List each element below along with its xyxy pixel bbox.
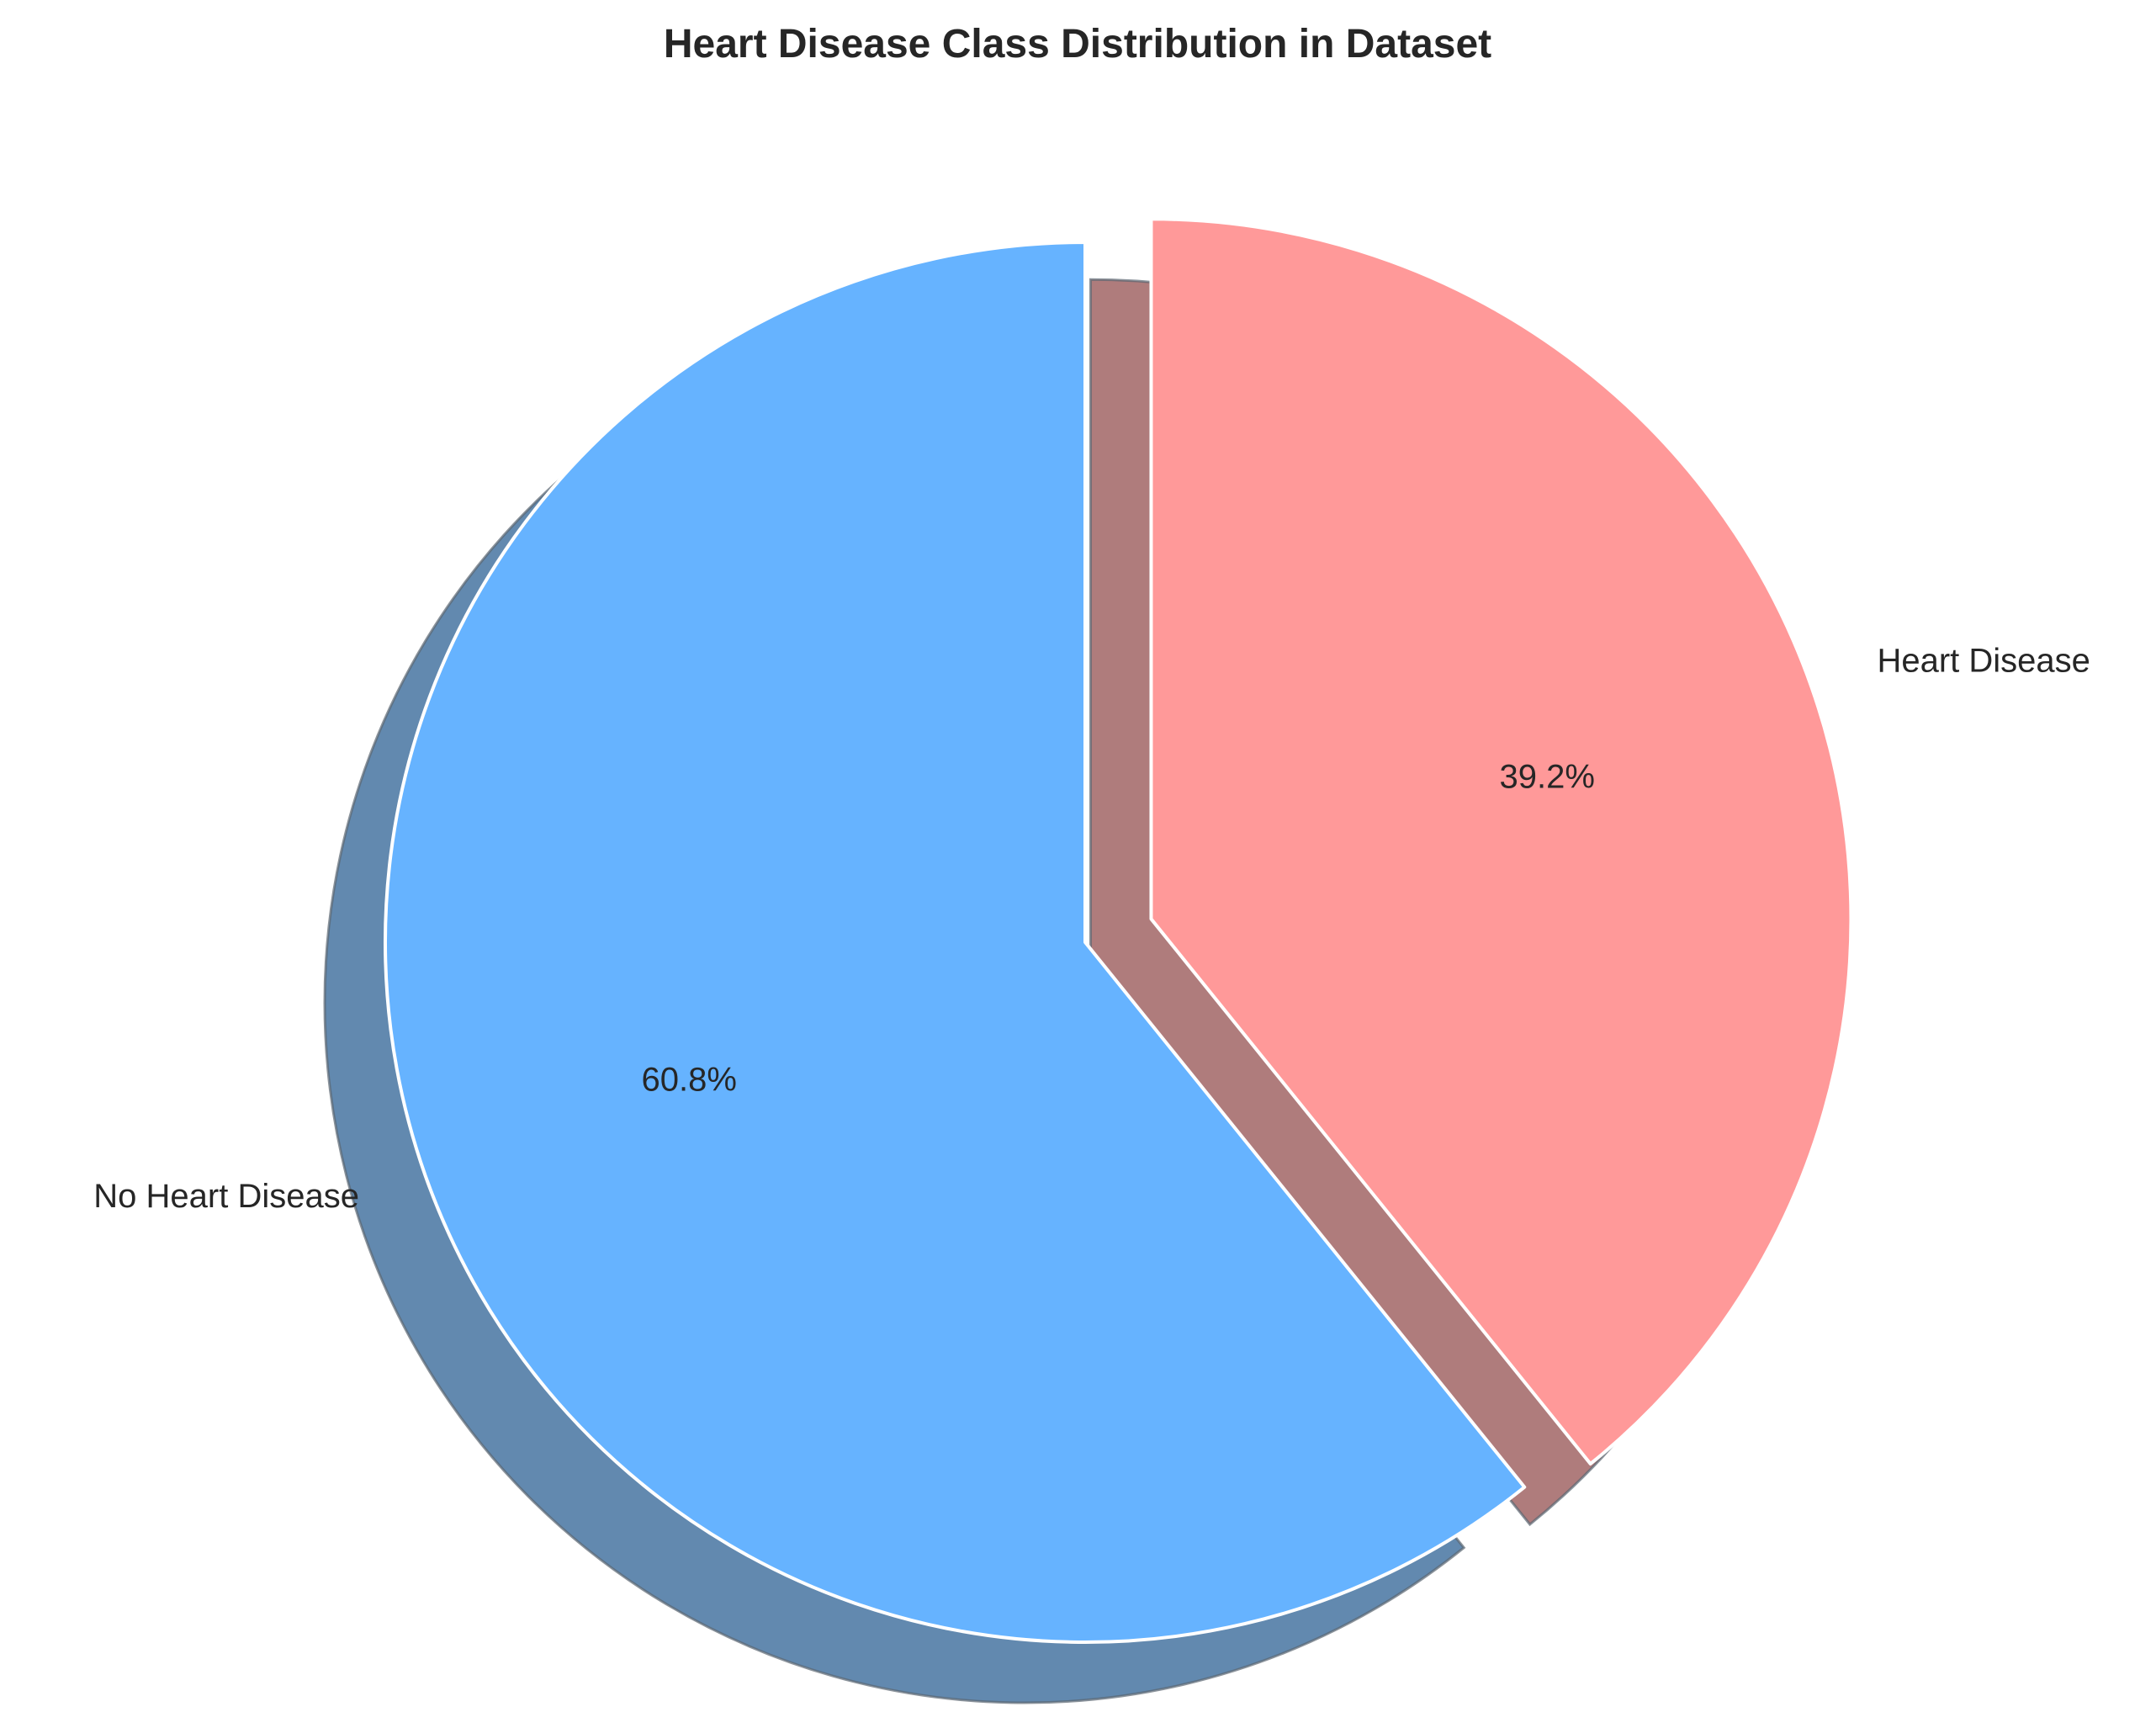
slice-label-no-heart-disease: No Heart Disease bbox=[93, 1178, 359, 1215]
pct-label-no-heart-disease: 60.8% bbox=[642, 1062, 737, 1099]
pie-label-layer: 60.8% No Heart Disease 39.2% Heart Disease bbox=[93, 642, 2090, 1215]
pie-slice-layer bbox=[384, 217, 1853, 1644]
pie-slice-no-heart-disease bbox=[384, 241, 1527, 1644]
pie-slice-heart-disease bbox=[1149, 217, 1853, 1466]
chart-title: Heart Disease Class Distribution in Data… bbox=[664, 22, 1491, 66]
pct-label-heart-disease: 39.2% bbox=[1499, 759, 1594, 796]
slice-label-heart-disease: Heart Disease bbox=[1877, 642, 2090, 679]
